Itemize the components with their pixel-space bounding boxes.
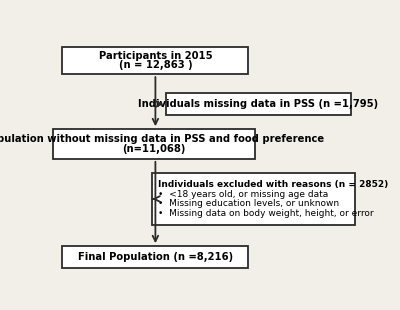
FancyBboxPatch shape — [53, 129, 255, 159]
Text: (n=11,068): (n=11,068) — [122, 144, 186, 154]
Text: Individuals missing data in PSS (n =1,795): Individuals missing data in PSS (n =1,79… — [138, 99, 378, 109]
Text: Population without missing data in PSS and food preference: Population without missing data in PSS a… — [0, 134, 324, 144]
FancyBboxPatch shape — [62, 246, 248, 268]
FancyBboxPatch shape — [152, 173, 355, 224]
Text: •  <18 years old, or missing age data: • <18 years old, or missing age data — [158, 190, 328, 199]
Text: Individuals excluded with reasons (n = 2852): Individuals excluded with reasons (n = 2… — [158, 180, 388, 189]
Text: •  Missing education levels, or unknown: • Missing education levels, or unknown — [158, 199, 339, 208]
Text: (n = 12,863 ): (n = 12,863 ) — [118, 60, 192, 70]
FancyBboxPatch shape — [62, 47, 248, 74]
Text: Participants in 2015: Participants in 2015 — [98, 51, 212, 61]
FancyBboxPatch shape — [166, 93, 351, 115]
Text: Final Population (n =8,216): Final Population (n =8,216) — [78, 252, 233, 262]
Text: •  Missing data on body weight, height, or error: • Missing data on body weight, height, o… — [158, 209, 374, 218]
